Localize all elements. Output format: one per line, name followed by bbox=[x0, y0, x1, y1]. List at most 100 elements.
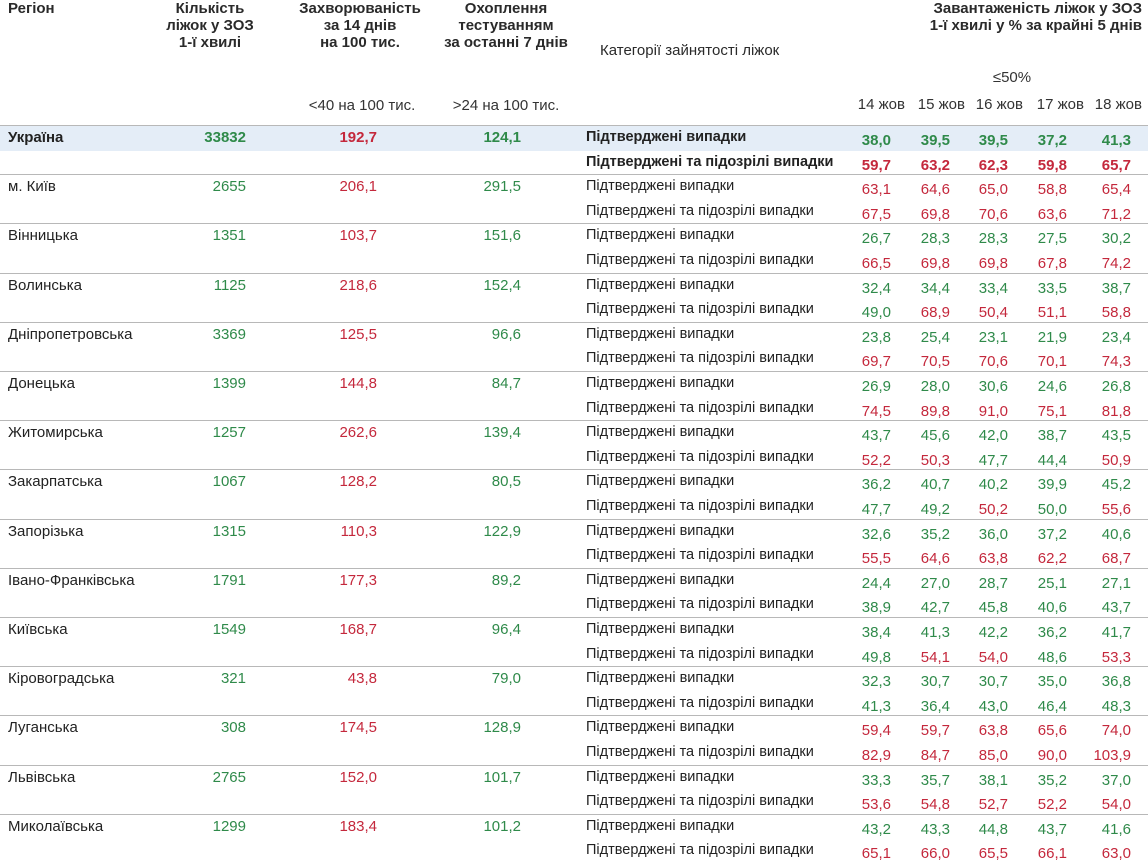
load-value: 54,8 bbox=[920, 796, 950, 814]
load-value: 28,3 bbox=[920, 230, 950, 248]
load-value: 37,2 bbox=[1037, 525, 1067, 543]
load-value: 28,3 bbox=[978, 230, 1008, 248]
load-value: 65,5 bbox=[978, 845, 1008, 863]
load-value: 35,0 bbox=[1037, 673, 1067, 691]
row-separator bbox=[0, 715, 1148, 717]
load-value: 52,2 bbox=[1037, 796, 1067, 814]
load-value: 30,2 bbox=[1101, 230, 1131, 248]
beds-value: 1549 bbox=[212, 621, 246, 638]
category-label: Підтверджені випадки bbox=[586, 670, 735, 687]
incidence-value: 168,7 bbox=[339, 621, 377, 638]
beds-value: 1257 bbox=[212, 424, 246, 442]
load-value: 59,8 bbox=[1037, 156, 1067, 174]
incidence-value: 183,4 bbox=[339, 817, 377, 835]
testing-value: 80,5 bbox=[491, 473, 521, 491]
load-value: 65,7 bbox=[1101, 156, 1131, 174]
category-label: Підтверджені випадки bbox=[586, 178, 735, 195]
load-value: 66,1 bbox=[1037, 845, 1067, 863]
load-value: 52,2 bbox=[861, 451, 891, 469]
load-value: 42,2 bbox=[978, 624, 1008, 641]
row-separator bbox=[0, 125, 1148, 126]
beds-value: 1299 bbox=[212, 817, 246, 835]
region-name: м. Київ bbox=[8, 178, 56, 196]
load-value: 35,2 bbox=[920, 525, 950, 543]
load-value: 68,9 bbox=[920, 304, 950, 322]
load-value: 64,6 bbox=[920, 181, 950, 199]
load-value: 59,4 bbox=[861, 722, 891, 740]
load-value: 30,6 bbox=[978, 378, 1008, 395]
category-label: Підтверджені та підозрілі випадки bbox=[586, 793, 814, 810]
load-value: 42,7 bbox=[920, 599, 950, 617]
load-value: 103,9 bbox=[1093, 747, 1131, 764]
row-separator bbox=[0, 518, 1148, 520]
load-value: 33,5 bbox=[1037, 279, 1067, 297]
incidence-value: 206,1 bbox=[339, 178, 377, 196]
load-value: 63,8 bbox=[978, 722, 1008, 740]
load-value: 28,7 bbox=[978, 574, 1008, 592]
testing-value: 96,4 bbox=[491, 621, 521, 638]
load-value: 74,0 bbox=[1101, 722, 1131, 740]
category-label: Підтверджені випадки bbox=[586, 768, 735, 785]
load-value: 33,4 bbox=[978, 279, 1008, 297]
load-value: 59,7 bbox=[861, 156, 891, 174]
load-value: 45,8 bbox=[978, 599, 1008, 617]
load-value: 62,3 bbox=[978, 156, 1008, 174]
category-label: Підтверджені випадки bbox=[586, 375, 735, 391]
category-label: Підтверджені випадки bbox=[586, 817, 735, 834]
load-value: 50,4 bbox=[978, 304, 1008, 322]
load-value: 67,8 bbox=[1037, 255, 1067, 272]
row-separator bbox=[0, 617, 1148, 618]
load-value: 41,6 bbox=[1101, 820, 1131, 838]
load-value: 49,0 bbox=[861, 304, 891, 322]
load-value: 48,3 bbox=[1101, 697, 1131, 715]
category-label: Підтверджені та підозрілі випадки bbox=[586, 694, 814, 711]
load-value: 40,2 bbox=[978, 476, 1008, 494]
header-incidence: Захворюваність bbox=[299, 0, 421, 17]
incidence-value: 125,5 bbox=[339, 325, 377, 343]
category-label: Підтверджені та підозрілі випадки bbox=[586, 153, 834, 170]
row-separator bbox=[0, 764, 1148, 766]
load-value: 84,7 bbox=[920, 747, 950, 764]
category-label: Підтверджені та підозрілі випадки bbox=[586, 498, 814, 514]
threshold-label: >24 на 100 тис. bbox=[452, 97, 560, 114]
category-label: Підтверджені випадки bbox=[586, 325, 735, 342]
load-value: 65,1 bbox=[861, 845, 891, 863]
load-value: 74,5 bbox=[861, 402, 891, 420]
load-value: 54,0 bbox=[978, 648, 1008, 666]
load-value: 50,0 bbox=[1037, 501, 1067, 518]
load-value: 71,2 bbox=[1101, 205, 1131, 223]
incidence-value: 144,8 bbox=[339, 375, 377, 392]
load-value: 75,1 bbox=[1037, 402, 1067, 420]
load-value: 43,5 bbox=[1101, 427, 1131, 445]
load-value: 27,1 bbox=[1101, 574, 1131, 592]
load-value: 69,7 bbox=[861, 353, 891, 371]
category-label: Підтверджені випадки bbox=[586, 276, 735, 293]
row-separator bbox=[0, 371, 1148, 372]
load-value: 69,8 bbox=[978, 255, 1008, 272]
threshold-label: <40 на 100 тис. bbox=[308, 97, 416, 114]
header-region: Регіон bbox=[8, 0, 55, 17]
load-value: 28,0 bbox=[920, 378, 950, 395]
beds-value: 33832 bbox=[204, 129, 246, 146]
row-separator bbox=[0, 666, 1148, 668]
header-beds: 1-ї хвилі bbox=[178, 34, 242, 51]
incidence-value: 103,7 bbox=[339, 227, 377, 245]
load-value: 26,9 bbox=[861, 378, 891, 395]
incidence-value: 152,0 bbox=[339, 768, 377, 786]
testing-value: 122,9 bbox=[483, 522, 521, 540]
date-header: 15 жов bbox=[917, 96, 965, 113]
load-value: 46,4 bbox=[1037, 697, 1067, 715]
load-value: 70,6 bbox=[978, 353, 1008, 371]
category-label: Підтверджені та підозрілі випадки bbox=[586, 645, 814, 662]
category-label: Підтверджені випадки bbox=[586, 129, 747, 145]
load-value: 63,2 bbox=[920, 156, 950, 174]
incidence-value: 174,5 bbox=[339, 719, 377, 737]
region-name: Житомирська bbox=[8, 424, 103, 442]
header-incidence: за 14 днів bbox=[323, 17, 397, 34]
load-value: 32,4 bbox=[861, 279, 891, 297]
incidence-value: 43,8 bbox=[347, 670, 377, 688]
load-value: 40,6 bbox=[1101, 525, 1131, 543]
load-value: 25,4 bbox=[920, 328, 950, 346]
load-value: 49,2 bbox=[920, 501, 950, 518]
beds-value: 3369 bbox=[212, 325, 246, 343]
